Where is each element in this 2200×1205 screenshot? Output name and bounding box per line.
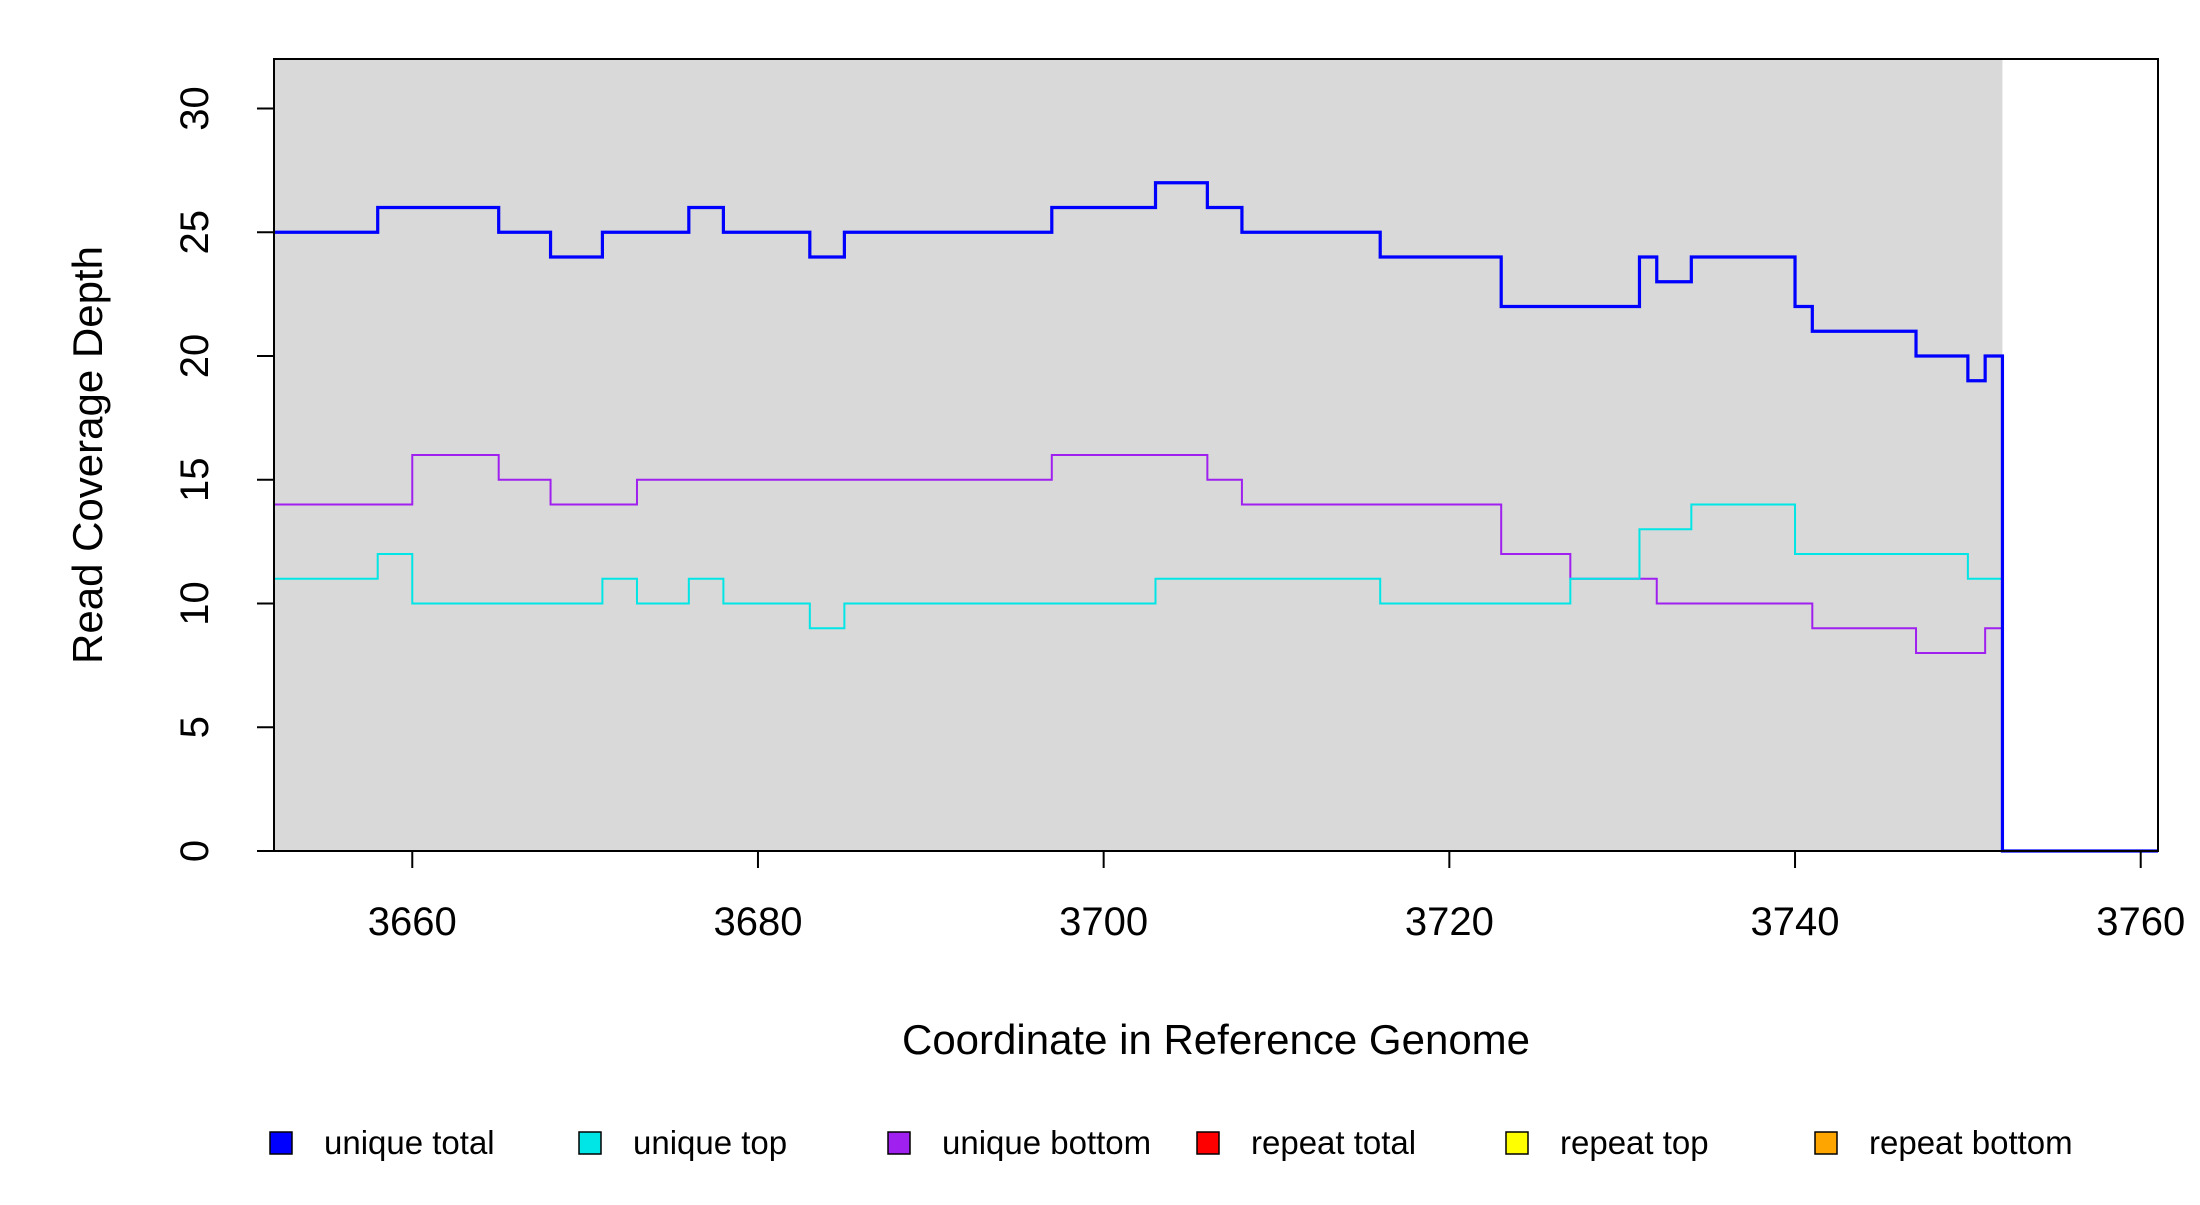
y-tick-label: 20 xyxy=(173,334,217,379)
x-axis-label: Coordinate in Reference Genome xyxy=(902,1016,1530,1063)
x-tick-label: 3680 xyxy=(713,900,802,944)
legend-swatch-repeat-bottom xyxy=(1814,1131,1838,1155)
legend-swatch-unique-bottom xyxy=(887,1131,911,1155)
legend-label-unique-top: unique top xyxy=(633,1124,787,1161)
series-line-unique-total xyxy=(274,181,2158,853)
y-axis-label: Read Coverage Depth xyxy=(64,246,111,664)
y-tick-label: 15 xyxy=(173,458,217,503)
y-tick-label: 25 xyxy=(173,210,217,255)
legend-label-repeat-bottom: repeat bottom xyxy=(1869,1124,2073,1161)
y-tick-label: 0 xyxy=(173,840,217,862)
x-tick-label: 3740 xyxy=(1751,900,1840,944)
series-line-unique-bottom xyxy=(274,454,2158,852)
legend-swatch-unique-top xyxy=(578,1131,602,1155)
series-line-unique-top xyxy=(274,503,2158,852)
legend: unique total unique top unique bottom repea… xyxy=(269,1124,2073,1161)
legend-label-unique-total: unique total xyxy=(324,1124,495,1161)
legend-label-repeat-top: repeat top xyxy=(1560,1124,1709,1161)
y-tick-label: 10 xyxy=(173,581,217,626)
x-tick-label: 3700 xyxy=(1059,900,1148,944)
legend-label-unique-bottom: unique bottom xyxy=(942,1124,1151,1161)
x-tick-label: 3660 xyxy=(368,900,457,944)
x-tick-label: 3720 xyxy=(1405,900,1494,944)
axis-layer: 3660 3680 3700 3720 3740 3760 0 5 10 15 20 25 30 xyxy=(173,86,2185,944)
legend-label-repeat-total: repeat total xyxy=(1251,1124,1416,1161)
x-tick-label: 3760 xyxy=(2096,900,2185,944)
y-tick-label: 30 xyxy=(173,86,217,131)
y-tick-label: 5 xyxy=(173,716,217,738)
legend-swatch-unique-total xyxy=(269,1131,293,1155)
legend-swatch-repeat-top xyxy=(1505,1131,1529,1155)
legend-swatch-repeat-total xyxy=(1196,1131,1220,1155)
